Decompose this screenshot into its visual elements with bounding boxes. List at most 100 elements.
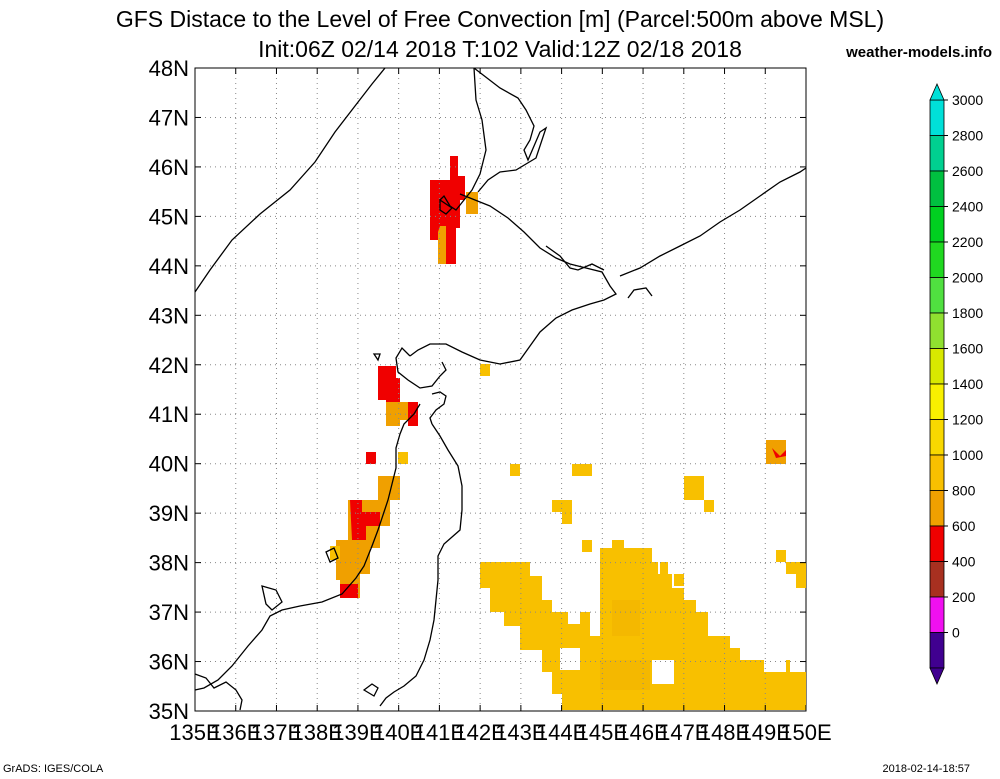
coast-mainland-asia (194, 67, 386, 293)
lon-label: 143E (495, 720, 546, 745)
colorbar-label: 1000 (952, 447, 983, 463)
colorbar-label: 2400 (952, 199, 983, 215)
field-cell (552, 500, 572, 512)
colorbar-swatch (929, 561, 945, 598)
colorbar-label: 1600 (952, 341, 983, 357)
coast-shimokita (429, 391, 447, 425)
lon-label: 146E (617, 720, 668, 745)
colorbar-swatch (929, 383, 945, 420)
field-tsugaru-red2 (408, 402, 418, 426)
coastlines (194, 67, 807, 711)
coast-okushiri (372, 353, 381, 362)
lon-label: 138E (292, 720, 343, 745)
coast-oshima (395, 346, 447, 389)
coast-honshu-west (194, 403, 421, 691)
colorbar-swatch (929, 206, 945, 243)
map-frame (194, 67, 807, 712)
coast-noto (261, 585, 283, 611)
coast-hokkaido (409, 193, 617, 365)
colorbar-swatch (929, 277, 945, 314)
field-cell (398, 452, 408, 464)
colorbar-label: 400 (952, 554, 976, 570)
field-cell (366, 452, 376, 464)
colorbar-swatch (929, 419, 945, 456)
lon-label: 137E (251, 720, 302, 745)
field-sakhalin-orange (438, 226, 446, 264)
colorbar-swatch (929, 170, 945, 207)
lon-label: 150E (780, 720, 831, 745)
lon-label: 141E (414, 720, 465, 745)
field-cell (796, 574, 806, 588)
lon-label: 136E (210, 720, 261, 745)
lon-label: 144E (536, 720, 587, 745)
colorbar-swatch (929, 632, 945, 669)
field-gap (560, 648, 580, 670)
colorbar-label: 2600 (952, 163, 983, 179)
lat-label: 48N (149, 56, 189, 81)
colorbar-label: 1800 (952, 305, 983, 321)
colorbar-label: 600 (952, 518, 976, 534)
lon-label: 139E (332, 720, 383, 745)
lat-label: 35N (149, 699, 189, 724)
lon-label: 147E (658, 720, 709, 745)
field-cell (572, 464, 592, 476)
site-watermark: weather-models.info (846, 44, 992, 61)
field-cell (704, 500, 714, 512)
lat-label: 42N (149, 353, 189, 378)
colorbar-swatch (929, 312, 945, 349)
colorbar-swatch (929, 99, 945, 136)
coast-sado (325, 547, 339, 563)
lon-label: 142E (454, 720, 505, 745)
colorbar-swatch (929, 348, 945, 385)
lon-label: 140E (373, 720, 424, 745)
lon-label: 145E (577, 720, 628, 745)
colorbar-label: 1400 (952, 376, 983, 392)
field-cell (562, 512, 572, 524)
coast-kunashir (545, 245, 605, 271)
footer-credit: GrADS: IGES/COLA (3, 763, 104, 775)
field-coast-red2 (340, 584, 358, 598)
coast-lake (439, 198, 454, 215)
field-shade (600, 660, 650, 690)
lon-label: 149E (740, 720, 791, 745)
lat-label: 36N (149, 650, 189, 675)
colorbar-arrow-top (929, 83, 945, 101)
colorbar-label: 800 (952, 483, 976, 499)
field-cell (674, 574, 684, 586)
lat-label: 47N (149, 105, 189, 130)
lat-label: 46N (149, 155, 189, 180)
colorbar-swatch (929, 454, 945, 491)
colorbar-label: 2000 (952, 270, 983, 286)
coast-kii (194, 673, 243, 711)
field-tsugaru-orange (386, 402, 410, 426)
colorbar-label: 3000 (952, 92, 983, 108)
coast-izu (362, 683, 379, 697)
lat-label: 40N (149, 452, 189, 477)
lat-label: 39N (149, 501, 189, 526)
colorbar-swatch (929, 525, 945, 562)
field-cell-red (772, 448, 786, 458)
footer-timestamp: 2018-02-14-18:57 (882, 763, 970, 775)
coast-kurils (619, 167, 807, 277)
colorbar-label: 2200 (952, 234, 983, 250)
field-shade (612, 600, 640, 636)
lat-label: 45N (149, 204, 189, 229)
lfc-field (330, 156, 806, 710)
map-title: GFS Distace to the Level of Free Convect… (115, 6, 885, 32)
lat-label: 41N (149, 402, 189, 427)
coast-sakhalin-east (473, 67, 548, 193)
field-gap (764, 660, 786, 672)
lat-label: 44N (149, 254, 189, 279)
lat-label: 37N (149, 600, 189, 625)
colorbar-label: 200 (952, 589, 976, 605)
field-cell (776, 550, 786, 562)
lon-label: 148E (699, 720, 750, 745)
lat-label: 43N (149, 303, 189, 328)
field-cell (786, 562, 806, 574)
colorbar-swatch (929, 241, 945, 278)
lon-label: 135E (169, 720, 220, 745)
coast-kurils-small (627, 287, 653, 299)
coast-sakhalin-west (439, 67, 487, 211)
map-axes: 48N 47N 46N 45N 44N 43N 42N 41N 40N 39N 38N 37N 36N 3… (149, 56, 832, 745)
